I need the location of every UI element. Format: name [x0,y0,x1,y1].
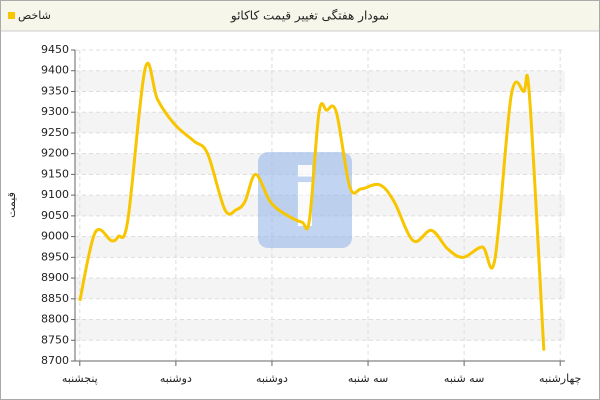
series-line [78,61,546,351]
y-tick-label: 9000 [41,230,69,243]
x-tick-label: چهارشنبه [539,372,581,385]
y-tick-label: 9300 [41,105,69,118]
watermark: i [258,152,352,248]
y-tick-label: 8900 [41,271,69,284]
x-tick-label: دوشنبه [160,372,192,385]
grid-band [75,112,565,133]
y-tick-label: 8800 [41,313,69,326]
y-tick-label: 9100 [41,188,69,201]
legend-label: شاخص [18,9,51,22]
y-axis-label: قیمت [5,192,18,218]
y-tick-label: 9450 [41,43,69,56]
y-tick-label: 9050 [41,209,69,222]
y-tick-label: 9350 [41,84,69,97]
x-tick-label: پنجشنبه [62,372,98,385]
y-tick-label: 9150 [41,167,69,180]
grid-band [75,70,565,92]
y-tick-label: 9200 [41,147,69,160]
header [1,1,599,31]
x-tick-label: سه شنبه [444,372,484,385]
x-tick-label: دوشنبه [256,372,288,385]
grid-band [75,319,565,341]
y-tick-label: 9250 [41,126,69,139]
y-tick-label: 8700 [41,354,69,367]
y-tick-label: 8950 [41,250,69,263]
y-tick-label: 8750 [41,333,69,346]
y-tick-label: 8850 [41,292,69,305]
x-tick-label: سه شنبه [348,372,388,385]
legend-swatch [8,12,15,19]
y-tick-label: 9400 [41,64,69,77]
grid-band [75,278,565,299]
chart-title: نمودار هفتگی تغییر قیمت کاکائو [230,9,389,24]
